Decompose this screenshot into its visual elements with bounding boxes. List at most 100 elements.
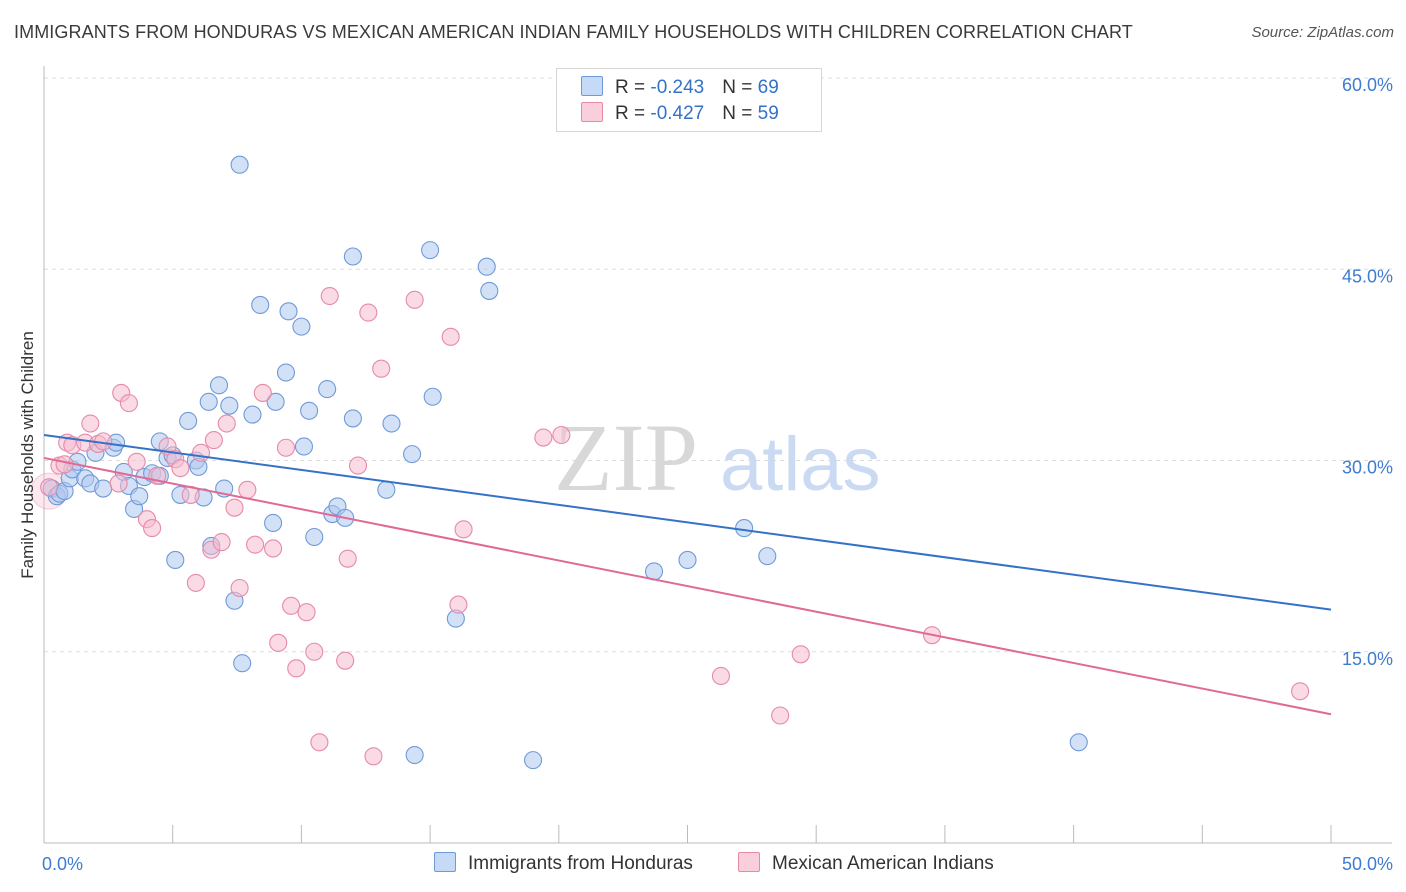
data-point-mexican-american-indians [191, 443, 211, 462]
data-point-honduras [377, 480, 396, 499]
data-point-mexican-american-indians [55, 455, 74, 474]
data-point-honduras [305, 527, 324, 547]
data-point-mexican-american-indians [791, 645, 810, 664]
bottom-legend-label: Immigrants from Honduras [468, 853, 693, 874]
data-point-mexican-american-indians [534, 428, 553, 447]
data-point-mexican-american-indians [1291, 682, 1310, 701]
data-point-honduras [166, 550, 185, 570]
data-point-mexican-american-indians [771, 706, 790, 725]
data-point-mexican-american-indians [359, 303, 378, 322]
data-point-honduras [480, 281, 499, 300]
data-point-honduras [423, 387, 442, 406]
y-tick-label: 60.0% [1342, 75, 1393, 95]
data-point-honduras [735, 519, 754, 538]
data-point-mexican-american-indians [449, 595, 468, 614]
data-point-honduras [209, 376, 229, 395]
legend-n-value: 59 [757, 103, 779, 124]
data-point-mexican-american-indians [336, 651, 355, 670]
bottom-legend-mexican-american-indians: Mexican American Indians [738, 852, 994, 875]
legend-r-label: R = [615, 103, 651, 124]
data-point-mexican-american-indians [119, 394, 138, 413]
data-point-mexican-american-indians [230, 578, 249, 598]
data-point-mexican-american-indians [711, 666, 731, 686]
data-point-honduras [318, 380, 337, 399]
correlation-legend: R = -0.243 N = 69 R = -0.427 N = 59 [556, 68, 822, 132]
data-point-honduras [382, 414, 401, 433]
data-point-mexican-american-indians [364, 747, 383, 766]
data-point-honduras [300, 401, 319, 420]
data-point-honduras [266, 392, 285, 411]
data-point-mexican-american-indians [372, 359, 391, 378]
data-point-mexican-american-indians [282, 596, 301, 615]
data-point-honduras [220, 396, 239, 415]
data-point-mexican-american-indians [246, 535, 265, 554]
chart-source: Source: ZipAtlas.com [1251, 24, 1394, 41]
data-point-mexican-american-indians [212, 533, 231, 552]
data-point-mexican-american-indians [264, 539, 283, 558]
legend-n-value: 69 [757, 77, 779, 98]
data-point-mexican-american-indians [552, 425, 571, 445]
legend-r-value: -0.243 [650, 77, 705, 98]
trend-layer [43, 434, 1332, 716]
data-point-honduras [279, 302, 298, 321]
y-axis-label: Family Households with Children [18, 331, 37, 579]
data-point-honduras [758, 547, 777, 566]
data-point-honduras [524, 751, 543, 770]
x-tick-label: 50.0% [1342, 854, 1393, 874]
data-point-honduras [233, 654, 252, 673]
legend-r-label: R = [615, 77, 651, 98]
data-point-honduras [130, 487, 149, 506]
data-point-mexican-american-indians [225, 498, 244, 517]
data-point-honduras [276, 363, 296, 382]
data-point-honduras [294, 437, 314, 456]
data-point-honduras [477, 257, 496, 276]
y-tick-label: 15.0% [1342, 649, 1393, 669]
legend-swatch-pink [581, 102, 603, 122]
watermark: ZIP atlas [554, 404, 881, 511]
data-point-honduras [179, 411, 198, 431]
data-point-honduras [678, 550, 697, 570]
legend-row-mexican-american-indians: R = -0.427 N = 59 [581, 102, 779, 126]
watermark-zip: ZIP [554, 404, 698, 511]
trend-line-honduras [43, 434, 1332, 611]
legend-swatch-blue [581, 76, 603, 96]
data-point-mexican-american-indians [310, 733, 329, 752]
data-point-honduras [343, 409, 362, 428]
data-point-mexican-american-indians [305, 642, 324, 661]
legend-n-label: N = [722, 103, 758, 124]
data-point-mexican-american-indians [338, 549, 357, 568]
y-tick-label: 30.0% [1342, 458, 1393, 478]
data-point-honduras [405, 745, 424, 765]
data-point-mexican-american-indians [269, 633, 288, 652]
data-point-mexican-american-indians [40, 478, 59, 497]
bottom-legend-label: Mexican American Indians [772, 853, 994, 874]
data-point-mexican-american-indians [81, 414, 100, 433]
data-point-mexican-american-indians [348, 456, 368, 475]
data-point-honduras [94, 479, 113, 498]
data-point-mexican-american-indians [287, 659, 306, 678]
data-point-honduras [403, 445, 422, 464]
data-point-honduras [230, 155, 249, 174]
data-point-mexican-american-indians [143, 519, 162, 538]
data-point-mexican-american-indians [186, 573, 205, 592]
data-point-mexican-american-indians [405, 290, 424, 309]
data-point-honduras [292, 317, 311, 336]
legend-r-value: -0.427 [650, 103, 705, 124]
data-point-mexican-american-indians [238, 480, 257, 499]
data-point-honduras [199, 392, 218, 411]
data-point-mexican-american-indians [253, 383, 272, 402]
data-point-honduras [243, 405, 262, 424]
data-point-mexican-american-indians [127, 452, 146, 471]
data-point-mexican-american-indians [297, 603, 316, 622]
data-point-mexican-american-indians [109, 474, 128, 493]
tick-label-layer: 15.0% 30.0% 45.0% 60.0% 0.0% 50.0% [42, 75, 1393, 874]
data-point-honduras [264, 513, 283, 533]
legend-row-honduras: R = -0.243 N = 69 [581, 76, 779, 100]
data-point-honduras [251, 295, 270, 315]
data-point-honduras [421, 241, 440, 260]
data-point-mexican-american-indians [454, 520, 473, 539]
data-point-mexican-american-indians [320, 286, 339, 306]
data-point-mexican-american-indians [276, 438, 296, 457]
legend-n-label: N = [722, 77, 758, 98]
bottom-legend-swatch-blue [434, 852, 456, 872]
